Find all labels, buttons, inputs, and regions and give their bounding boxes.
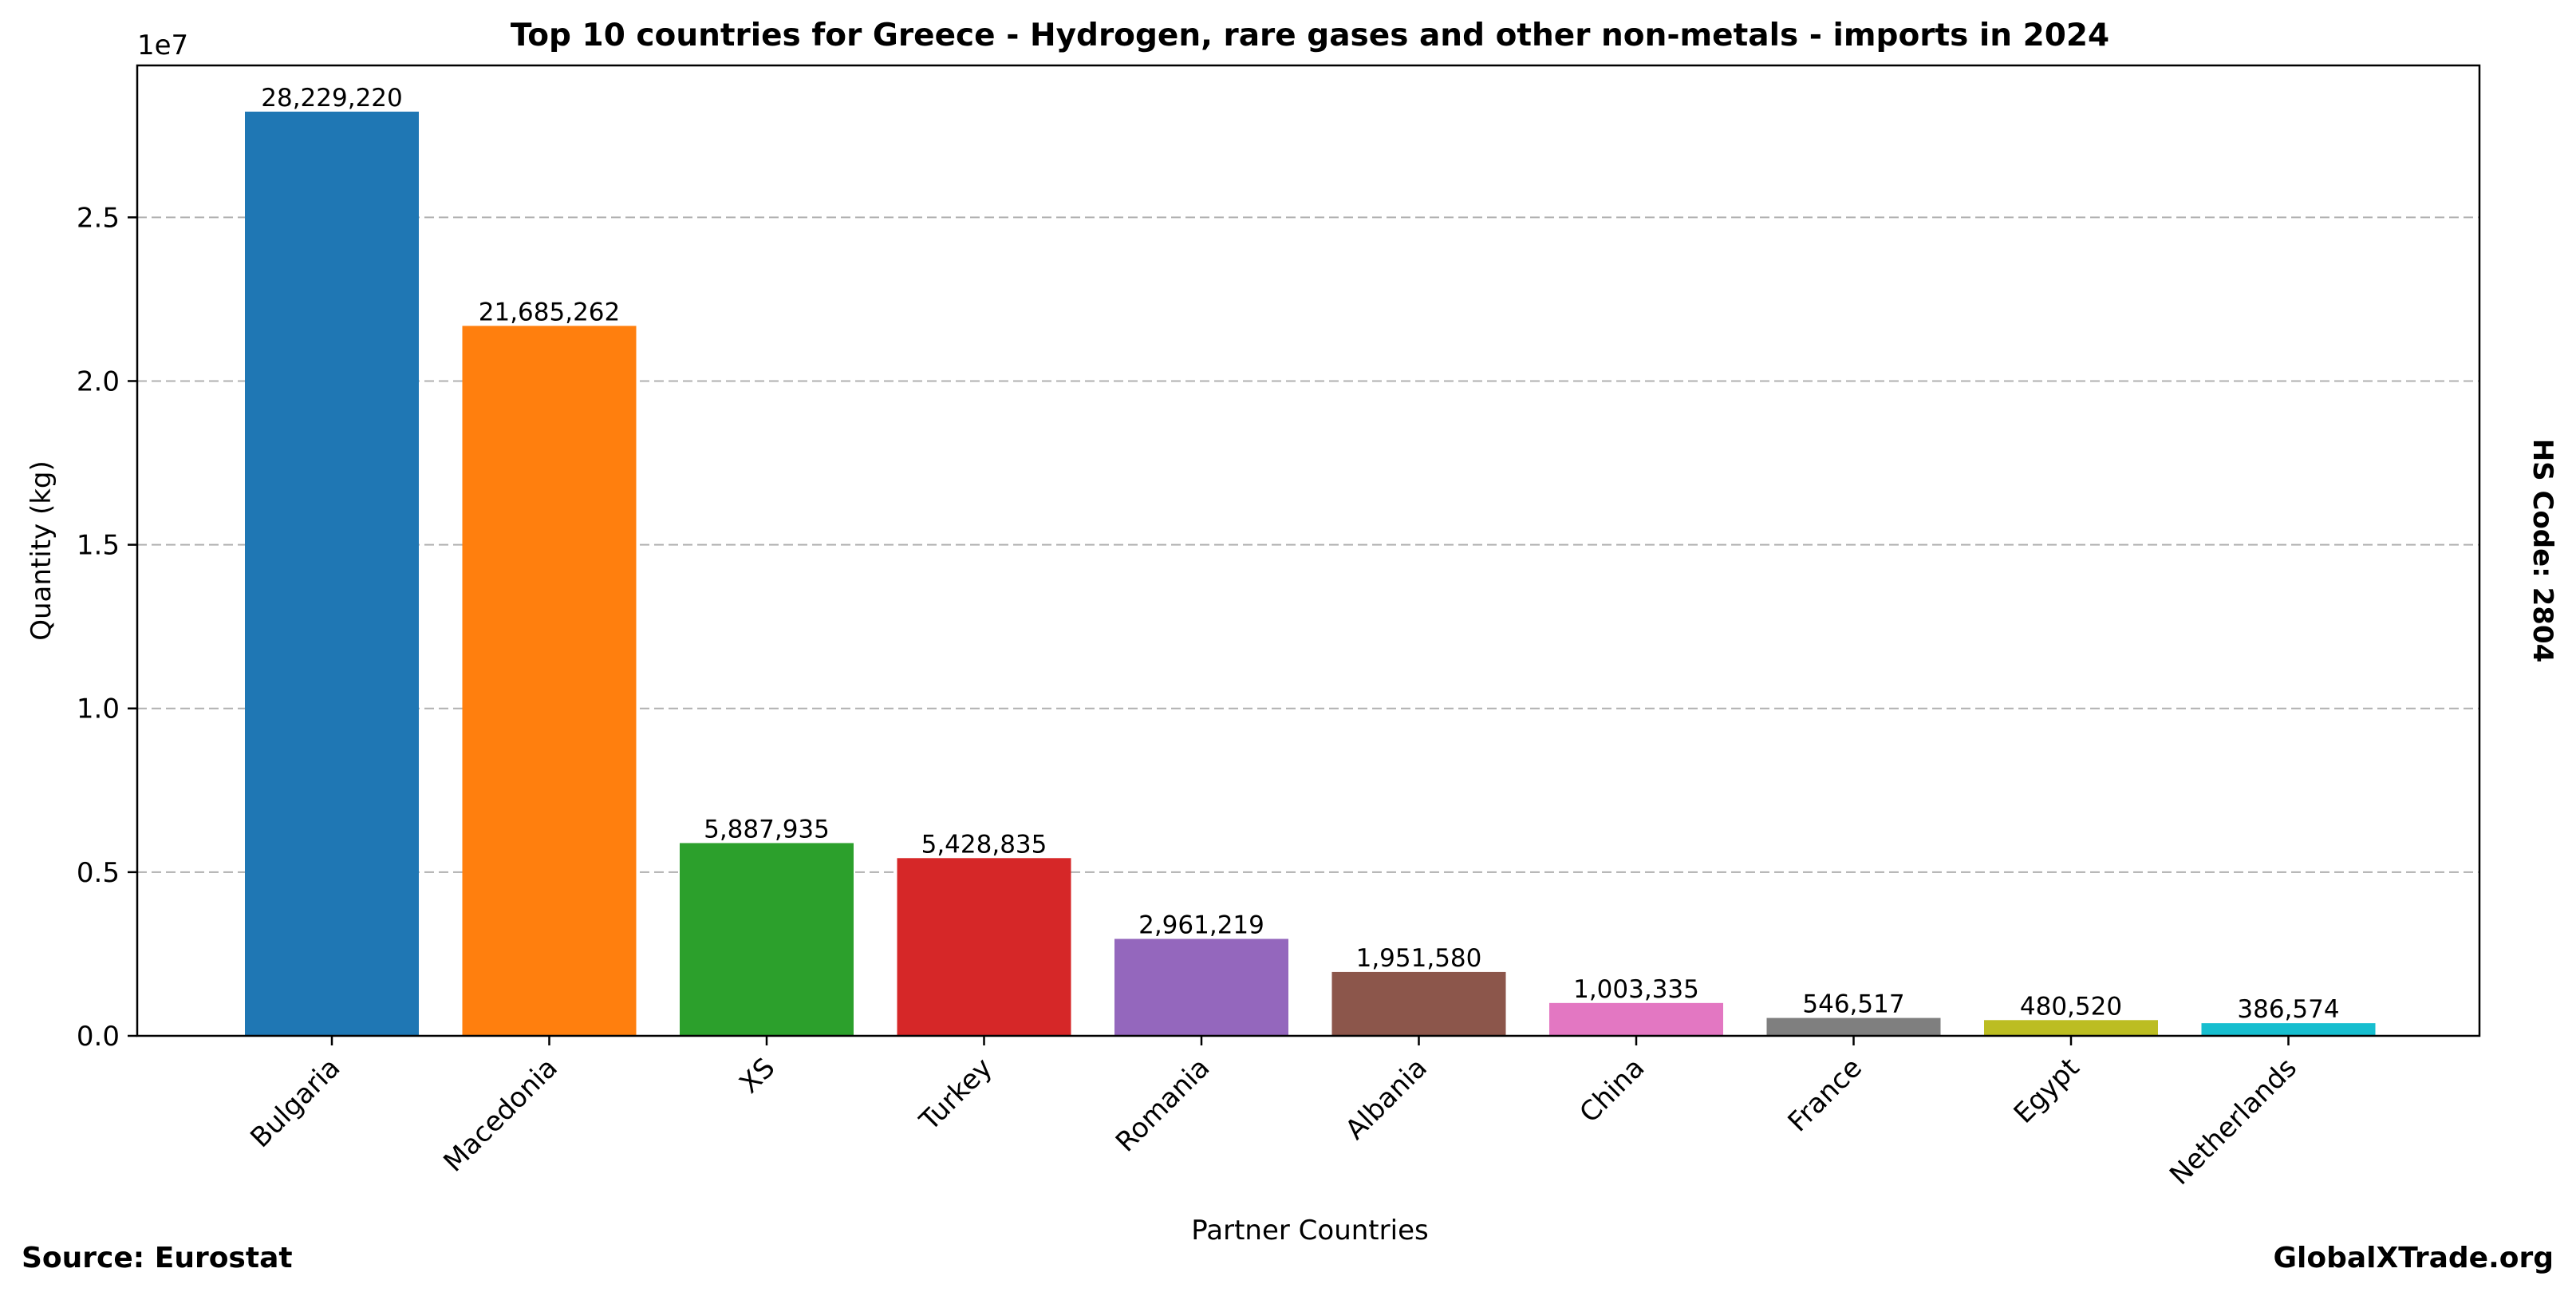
value-labels: 28,229,220 21,685,262 5,887,935 5,428,835 2,… [261,84,2339,1024]
x-axis-label: Partner Countries [1191,1215,1428,1247]
hs-code-label: HS Code: 2804 [2527,439,2558,663]
y-tick-label: 2.0 [77,365,120,397]
bar-egypt [1984,1020,2158,1036]
bar-turkey [897,858,1071,1036]
x-tick-label: France [1782,1052,1868,1138]
source-label: Source: Eurostat [22,1242,293,1274]
x-tick-label: Bulgaria [244,1052,346,1154]
y-axis-ticks: 0.0 0.5 1.0 1.5 2.0 2.5 [77,202,137,1053]
value-label: 546,517 [1802,990,1904,1019]
chart-title: Top 10 countries for Greece - Hydrogen, … [511,18,2109,53]
value-label: 386,574 [2237,995,2339,1024]
value-label: 5,428,835 [921,830,1047,859]
value-label: 1,003,335 [1573,975,1699,1004]
x-tick-label: Turkey [913,1052,999,1137]
bars [245,111,2376,1036]
value-label: 1,951,580 [1356,944,1482,973]
value-label: 21,685,262 [479,298,621,326]
y-axis-scale-label: 1e7 [137,30,188,61]
x-tick-label: Egypt [2008,1052,2086,1130]
y-axis-label: Quantity (kg) [26,460,57,641]
y-tick-label: 0.5 [77,857,120,889]
bar-albania [1331,971,1506,1036]
y-tick-label: 2.5 [77,202,120,234]
bar-netherlands [2201,1023,2376,1036]
bar-france [1766,1017,1941,1036]
plot-frame [136,64,2481,1037]
value-label: 480,520 [2020,992,2122,1021]
y-tick-label: 1.5 [77,530,120,562]
x-tick-label: Romania [1110,1052,1216,1158]
brand-label: GlobalXTrade.org [2273,1242,2554,1274]
value-label: 2,961,219 [1138,911,1264,940]
bar-romania [1114,938,1288,1036]
y-tick-label: 1.0 [77,693,120,725]
x-tick-label: Albania [1339,1052,1434,1146]
y-tick-label: 0.0 [77,1021,120,1053]
x-tick-label: Netherlands [2164,1052,2303,1191]
bar-china [1549,1002,1723,1036]
x-tick-label: XS [733,1052,781,1100]
bar-xs [680,843,854,1036]
bar-macedonia [462,326,637,1036]
value-label: 28,229,220 [261,84,403,113]
x-tick-label: China [1573,1052,1651,1129]
x-axis-ticks: Bulgaria Macedonia XS Turkey Romania Albania C… [244,1036,2303,1191]
x-tick-label: Macedonia [437,1052,563,1178]
value-label: 5,887,935 [704,815,830,844]
bar-bulgaria [245,111,419,1036]
